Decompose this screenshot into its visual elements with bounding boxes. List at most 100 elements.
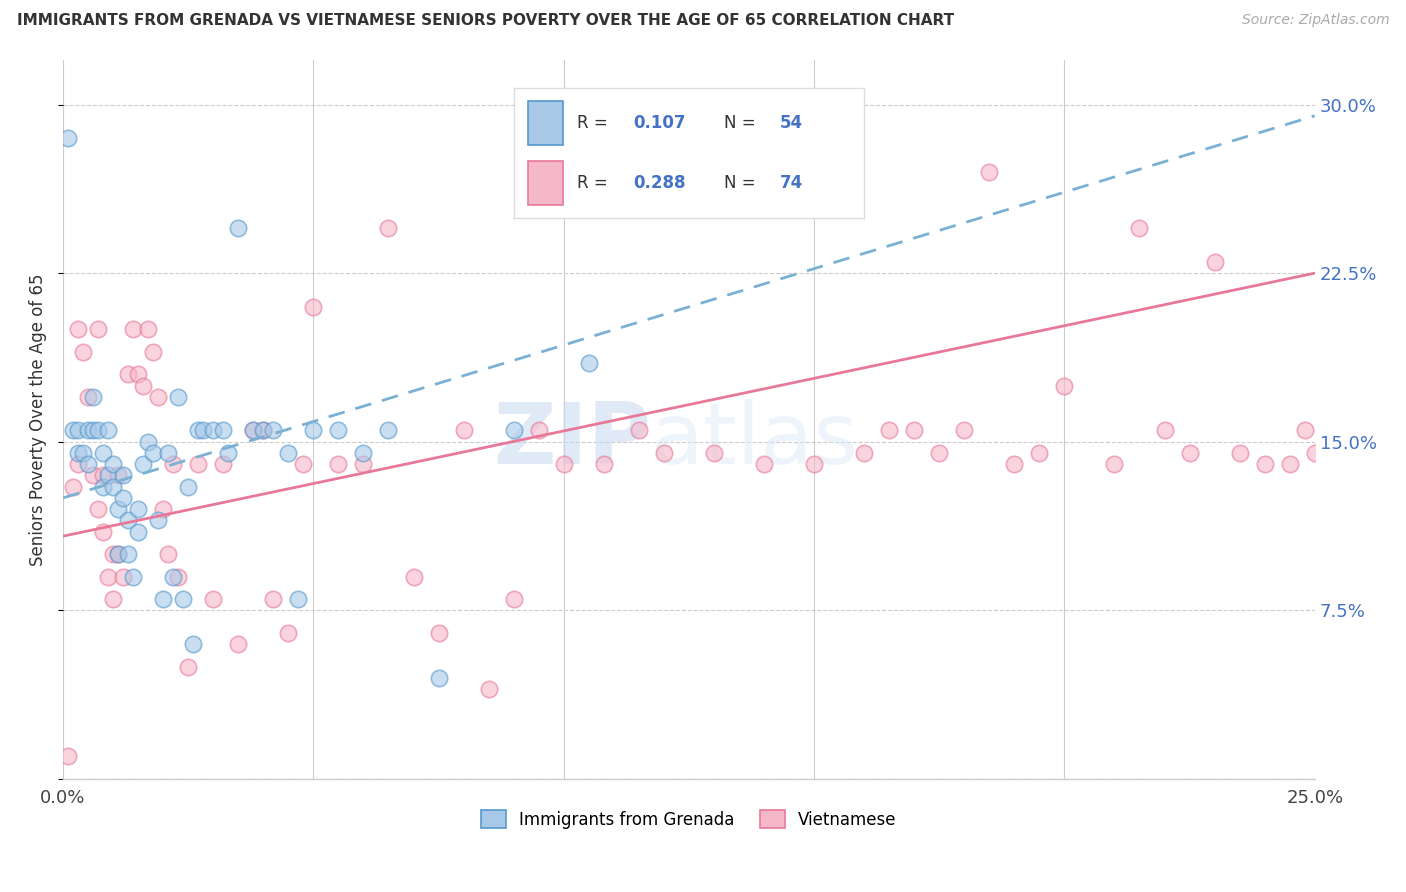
- Point: [117, 547, 139, 561]
- Point: [146, 390, 169, 404]
- Point: [82, 390, 104, 404]
- Point: [1303, 446, 1326, 460]
- Point: [402, 569, 425, 583]
- Point: [112, 569, 135, 583]
- Point: [328, 424, 350, 438]
- Point: [127, 524, 149, 539]
- Legend: Immigrants from Grenada, Vietnamese: Immigrants from Grenada, Vietnamese: [474, 804, 903, 835]
- Point: [703, 446, 725, 460]
- Point: [167, 390, 190, 404]
- Point: [172, 592, 194, 607]
- Point: [181, 637, 204, 651]
- Point: [1178, 446, 1201, 460]
- Point: [117, 368, 139, 382]
- Point: [752, 457, 775, 471]
- Point: [226, 221, 249, 235]
- Point: [67, 446, 90, 460]
- Point: [107, 547, 129, 561]
- Y-axis label: Seniors Poverty Over the Age of 65: Seniors Poverty Over the Age of 65: [30, 273, 46, 566]
- Point: [162, 569, 184, 583]
- Point: [527, 424, 550, 438]
- Point: [67, 424, 90, 438]
- Point: [177, 480, 200, 494]
- Point: [167, 569, 190, 583]
- Point: [1253, 457, 1275, 471]
- Point: [277, 446, 299, 460]
- Point: [82, 424, 104, 438]
- Point: [91, 446, 114, 460]
- Point: [262, 424, 284, 438]
- Point: [502, 424, 524, 438]
- Point: [202, 424, 225, 438]
- Point: [252, 424, 274, 438]
- Point: [107, 468, 129, 483]
- Point: [592, 457, 614, 471]
- Point: [142, 446, 165, 460]
- Point: [157, 547, 180, 561]
- Point: [91, 468, 114, 483]
- Point: [117, 513, 139, 527]
- Point: [132, 457, 155, 471]
- Point: [1294, 424, 1316, 438]
- Point: [242, 424, 264, 438]
- Point: [87, 424, 110, 438]
- Point: [328, 457, 350, 471]
- Point: [72, 344, 94, 359]
- Point: [101, 592, 124, 607]
- Point: [91, 524, 114, 539]
- Point: [1153, 424, 1175, 438]
- Point: [1002, 457, 1025, 471]
- Point: [77, 390, 100, 404]
- Point: [87, 502, 110, 516]
- Point: [101, 457, 124, 471]
- Point: [277, 625, 299, 640]
- Point: [352, 446, 374, 460]
- Point: [652, 446, 675, 460]
- Point: [67, 457, 90, 471]
- Point: [1204, 255, 1226, 269]
- Point: [553, 457, 575, 471]
- Point: [453, 424, 475, 438]
- Point: [136, 322, 159, 336]
- Point: [427, 625, 450, 640]
- Point: [77, 424, 100, 438]
- Point: [578, 356, 600, 370]
- Point: [212, 424, 235, 438]
- Point: [352, 457, 374, 471]
- Point: [1229, 446, 1251, 460]
- Point: [803, 457, 825, 471]
- Point: [502, 592, 524, 607]
- Point: [97, 468, 120, 483]
- Point: [1104, 457, 1126, 471]
- Point: [979, 165, 1001, 179]
- Point: [122, 569, 145, 583]
- Point: [177, 659, 200, 673]
- Point: [97, 569, 120, 583]
- Point: [77, 457, 100, 471]
- Point: [242, 424, 264, 438]
- Point: [217, 446, 239, 460]
- Point: [202, 592, 225, 607]
- Point: [72, 446, 94, 460]
- Point: [1128, 221, 1150, 235]
- Point: [91, 480, 114, 494]
- Point: [427, 671, 450, 685]
- Point: [146, 513, 169, 527]
- Point: [82, 468, 104, 483]
- Point: [107, 502, 129, 516]
- Point: [212, 457, 235, 471]
- Text: IMMIGRANTS FROM GRENADA VS VIETNAMESE SENIORS POVERTY OVER THE AGE OF 65 CORRELA: IMMIGRANTS FROM GRENADA VS VIETNAMESE SE…: [17, 13, 955, 29]
- Point: [157, 446, 180, 460]
- Point: [627, 424, 650, 438]
- Point: [122, 322, 145, 336]
- Point: [127, 502, 149, 516]
- Point: [302, 424, 325, 438]
- Text: Source: ZipAtlas.com: Source: ZipAtlas.com: [1241, 13, 1389, 28]
- Point: [187, 457, 209, 471]
- Point: [928, 446, 950, 460]
- Point: [107, 547, 129, 561]
- Point: [152, 592, 174, 607]
- Point: [142, 344, 165, 359]
- Point: [187, 424, 209, 438]
- Point: [101, 480, 124, 494]
